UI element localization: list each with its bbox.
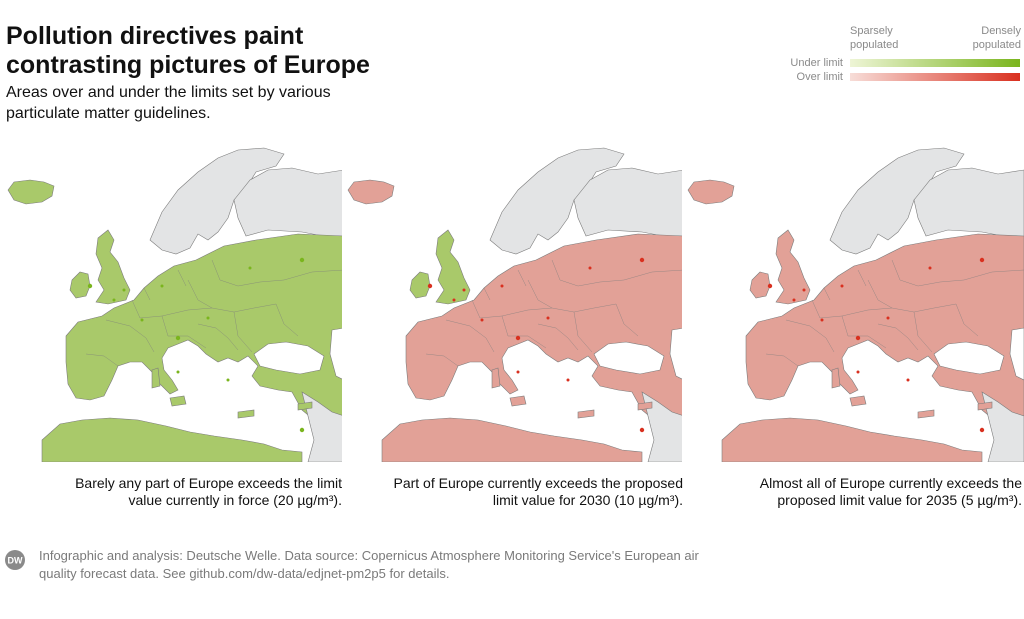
region-east [981, 391, 1024, 462]
pollution-hotspot [516, 370, 520, 374]
pollution-hotspot [248, 266, 252, 270]
footer-credits: Infographic and analysis: Deutsche Welle… [39, 548, 699, 581]
map-feature [253, 341, 325, 375]
pollution-hotspot [480, 318, 484, 322]
region-north [573, 167, 684, 241]
pollution-hotspot [176, 370, 180, 374]
legend-under-label: Under limit [790, 57, 843, 69]
page-subtitle: Areas over and under the limits set by v… [6, 84, 331, 122]
pollution-hotspot [452, 298, 456, 302]
pollution-hotspot [175, 335, 181, 341]
region-land [169, 395, 187, 407]
legend-over-bar [850, 73, 1020, 81]
pollution-hotspot [566, 378, 570, 382]
region-uk [435, 229, 471, 305]
dw-logo: DW [5, 550, 25, 570]
map-caption-2035: Almost all of Europe currently exceeds t… [759, 475, 1022, 508]
pollution-hotspot [299, 427, 305, 433]
region-land [151, 367, 161, 389]
pollution-hotspot [979, 427, 985, 433]
pollution-hotspot [500, 284, 504, 288]
pollution-hotspot [979, 257, 985, 263]
legend-over-label: Over limit [796, 71, 843, 83]
map-caption-current: Barely any part of Europe exceeds the li… [75, 475, 342, 508]
pollution-hotspot [87, 283, 93, 289]
region-uk [749, 271, 771, 299]
pollution-hotspot [928, 266, 932, 270]
region-land [405, 233, 684, 433]
region-africa [721, 417, 983, 462]
legend-sparse-label: Sparsely populated [850, 25, 899, 51]
page-title: Pollution directives paint contrasting p… [6, 22, 370, 79]
region-africa [41, 417, 303, 462]
map-feature [933, 341, 1005, 375]
region-land [237, 409, 255, 419]
pollution-hotspot [546, 316, 550, 320]
region-east [301, 391, 344, 462]
region-uk [69, 271, 91, 299]
pollution-hotspot [226, 378, 230, 382]
legend: Sparsely populated Densely populated Und… [760, 22, 1024, 84]
pollution-hotspot [767, 283, 773, 289]
region-land [637, 401, 653, 411]
region-uk [775, 229, 811, 305]
pollution-hotspot [206, 316, 210, 320]
europe-map-2030 [342, 140, 684, 462]
pollution-hotspot [855, 335, 861, 341]
pollution-hotspot [856, 370, 860, 374]
legend-dense-label: Densely populated [972, 25, 1021, 51]
pollution-hotspot [820, 318, 824, 322]
region-north [913, 167, 1024, 241]
region-land [831, 367, 841, 389]
europe-map-2035 [682, 140, 1024, 462]
region-land [577, 409, 595, 419]
pollution-hotspot [639, 427, 645, 433]
pollution-hotspot [462, 288, 466, 292]
region-land [509, 395, 527, 407]
map-feature [1009, 327, 1024, 381]
pollution-hotspot [840, 284, 844, 288]
region-land [687, 179, 735, 205]
pollution-hotspot [299, 257, 305, 263]
region-land [917, 409, 935, 419]
region-land [849, 395, 867, 407]
region-uk [95, 229, 131, 305]
europe-map-current [2, 140, 344, 462]
region-east [641, 391, 684, 462]
pollution-hotspot [792, 298, 796, 302]
region-land [491, 367, 501, 389]
legend-under-bar [850, 59, 1020, 67]
region-uk [409, 271, 431, 299]
region-land [297, 401, 313, 411]
region-land [347, 179, 395, 205]
pollution-hotspot [515, 335, 521, 341]
region-land [65, 233, 344, 433]
pollution-hotspot [906, 378, 910, 382]
region-land [745, 233, 1024, 433]
region-africa [381, 417, 643, 462]
region-north [233, 167, 344, 241]
map-panel-2035 [682, 140, 1024, 462]
region-land [977, 401, 993, 411]
map-feature [593, 341, 665, 375]
pollution-hotspot [112, 298, 116, 302]
pollution-hotspot [802, 288, 806, 292]
region-land [7, 179, 55, 205]
map-caption-2030: Part of Europe currently exceeds the pro… [393, 475, 683, 508]
pollution-hotspot [588, 266, 592, 270]
map-panel-2030 [342, 140, 684, 462]
map-panel-current [2, 140, 344, 462]
pollution-hotspot [122, 288, 126, 292]
pollution-hotspot [160, 284, 164, 288]
dw-logo-text: DW [8, 556, 23, 566]
pollution-hotspot [639, 257, 645, 263]
pollution-hotspot [140, 318, 144, 322]
pollution-hotspot [886, 316, 890, 320]
pollution-hotspot [427, 283, 433, 289]
